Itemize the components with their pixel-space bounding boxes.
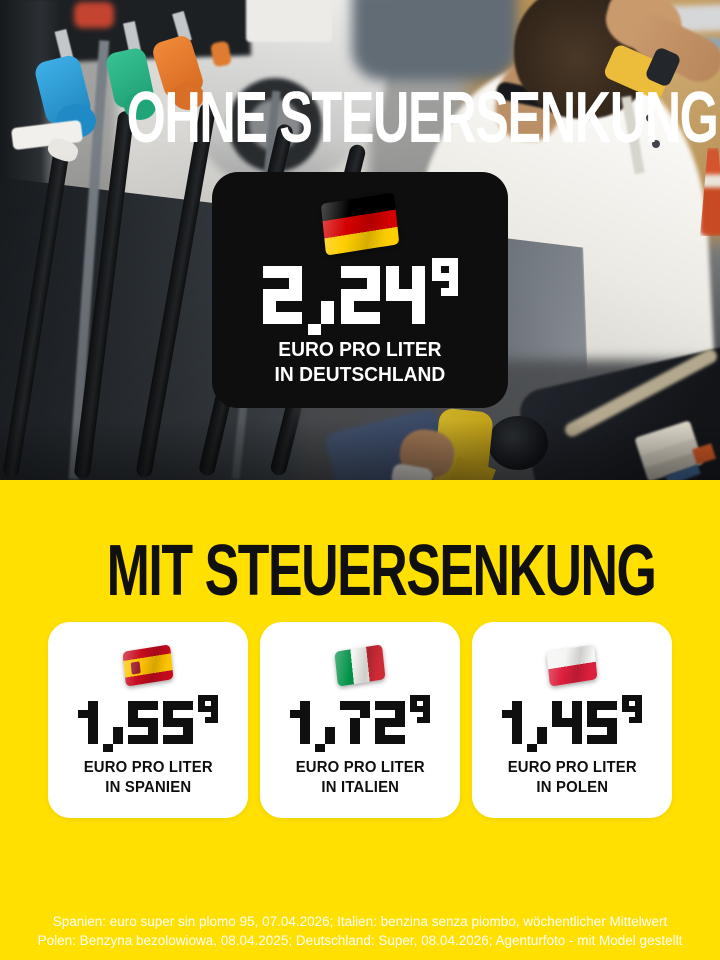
italy-price-card: EURO PRO LITER IN ITALIEN	[260, 622, 460, 818]
unit-line2: IN POLEN	[536, 778, 608, 796]
country-price-cards: EURO PRO LITER IN SPANIEN EURO PRO LITER…	[48, 622, 672, 818]
unit-line2: IN SPANIEN	[105, 778, 191, 796]
price-value	[502, 701, 618, 752]
footnote-line2: Polen: Benzyna bezolowiowa, 08.04.2025; …	[37, 933, 683, 948]
poland-flag-icon	[546, 644, 598, 687]
italy-unit-label: EURO PRO LITER IN ITALIEN	[295, 758, 424, 798]
gray-car	[352, 0, 517, 80]
price-value	[78, 701, 194, 752]
poland-unit-label: EURO PRO LITER IN POLEN	[507, 758, 636, 798]
spain-price-card: EURO PRO LITER IN SPANIEN	[48, 622, 248, 818]
price-superscript	[410, 695, 430, 723]
source-footnote: Spanien: euro super sin plomo 95, 07.04.…	[0, 912, 720, 950]
poland-price-card: EURO PRO LITER IN POLEN	[472, 622, 672, 818]
orange-nozzle-knob	[172, 82, 204, 110]
unit-line2: IN DEUTSCHLAND	[274, 363, 446, 386]
germany-unit-label: EURO PRO LITER IN DEUTSCHLAND	[275, 338, 446, 388]
poland-price	[502, 695, 642, 752]
bottom-shadow	[0, 420, 720, 480]
green-nozzle-knob	[124, 92, 156, 120]
germany-price-card: EURO PRO LITER IN DEUTSCHLAND	[212, 172, 508, 408]
price-value	[262, 266, 425, 335]
headline-without-tax-cut-text: OHNE STEUERSENKUNG	[126, 78, 719, 158]
pump-machine-box	[246, 0, 332, 42]
headline-with-tax-cut-text: MIT STEUERSENKUNG	[106, 531, 657, 611]
spain-emblem	[130, 660, 141, 675]
spain-unit-label: EURO PRO LITER IN SPANIEN	[83, 758, 212, 798]
unit-line2: IN ITALIEN	[321, 778, 399, 796]
shirt-button	[646, 114, 654, 122]
headline-with-tax-cut: MIT STEUERSENKUNG	[0, 535, 720, 607]
germany-flag-icon	[320, 192, 400, 256]
red-nozzle-blur	[74, 2, 114, 28]
price-superscript	[198, 695, 218, 723]
unit-line1: EURO PRO LITER	[507, 758, 637, 776]
italy-price	[290, 695, 430, 752]
shirt-button	[652, 140, 660, 148]
italy-flag-icon	[334, 644, 386, 687]
spain-price	[78, 695, 218, 752]
footnote-line1: Spanien: euro super sin plomo 95, 07.04.…	[52, 914, 668, 929]
spain-flag-icon	[122, 644, 174, 687]
unit-line1: EURO PRO LITER	[278, 338, 442, 361]
price-superscript	[622, 695, 642, 723]
germany-price	[262, 258, 458, 335]
price-value	[290, 701, 406, 752]
headline-without-tax-cut: OHNE STEUERSENKUNG	[0, 82, 720, 154]
fuel-cap	[488, 416, 548, 470]
unit-line1: EURO PRO LITER	[295, 758, 425, 776]
unit-line1: EURO PRO LITER	[83, 758, 213, 776]
price-superscript	[432, 258, 458, 296]
